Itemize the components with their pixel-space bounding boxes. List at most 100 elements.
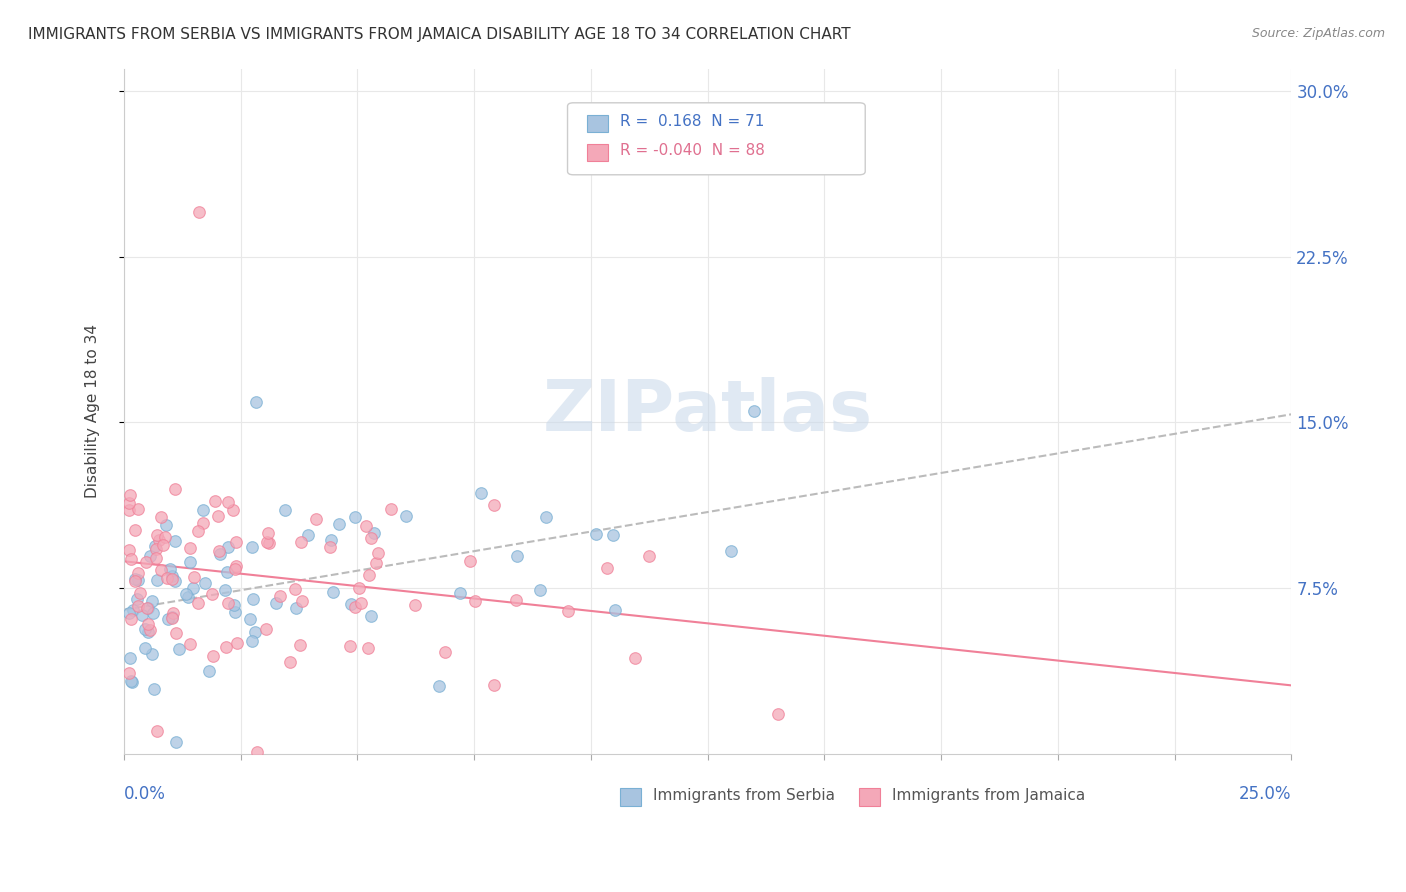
Point xyxy=(146,573,169,587)
Point xyxy=(217,495,239,509)
Point xyxy=(284,582,307,596)
Point xyxy=(367,546,389,560)
Point xyxy=(359,568,381,582)
Point xyxy=(603,603,626,617)
Point xyxy=(344,509,367,524)
Point xyxy=(155,518,177,533)
Point xyxy=(322,584,344,599)
Point xyxy=(226,636,249,650)
Point xyxy=(239,611,262,625)
Point xyxy=(766,706,789,721)
Point xyxy=(117,503,139,517)
Point xyxy=(159,562,181,576)
Point xyxy=(118,606,141,620)
Point xyxy=(183,570,205,584)
Point xyxy=(269,589,291,603)
Point xyxy=(145,541,167,556)
Point xyxy=(464,594,486,608)
Point xyxy=(162,606,184,620)
Point xyxy=(638,549,661,563)
Point xyxy=(138,617,160,632)
Text: Source: ZipAtlas.com: Source: ZipAtlas.com xyxy=(1251,27,1385,40)
FancyBboxPatch shape xyxy=(568,103,865,175)
Point xyxy=(224,562,246,576)
Point xyxy=(179,636,201,650)
Point xyxy=(134,622,156,636)
Point xyxy=(240,634,263,648)
Point xyxy=(127,566,149,580)
Point xyxy=(357,640,380,655)
Point xyxy=(152,537,174,551)
Point xyxy=(264,596,287,610)
Point xyxy=(136,601,159,615)
Point xyxy=(222,598,245,612)
Point xyxy=(136,601,159,615)
Point xyxy=(198,664,221,678)
Point xyxy=(274,503,297,517)
Point xyxy=(181,581,204,595)
Point xyxy=(201,648,224,663)
Point xyxy=(339,640,361,654)
Point xyxy=(120,612,142,626)
Point xyxy=(117,543,139,558)
Point xyxy=(117,665,139,680)
Point xyxy=(214,640,236,654)
FancyBboxPatch shape xyxy=(588,144,609,161)
Point xyxy=(136,624,159,639)
Point xyxy=(256,526,278,541)
Text: IMMIGRANTS FROM SERBIA VS IMMIGRANTS FROM JAMAICA DISABILITY AGE 18 TO 34 CORREL: IMMIGRANTS FROM SERBIA VS IMMIGRANTS FRO… xyxy=(28,27,851,42)
Point xyxy=(139,549,162,563)
Point xyxy=(121,674,143,689)
Point xyxy=(122,603,145,617)
Point xyxy=(117,496,139,510)
Point xyxy=(245,395,267,409)
FancyBboxPatch shape xyxy=(588,115,609,132)
Point xyxy=(204,494,226,508)
Point xyxy=(148,533,170,547)
FancyBboxPatch shape xyxy=(620,789,641,805)
Point xyxy=(360,608,382,623)
Text: 0.0%: 0.0% xyxy=(124,785,166,803)
Point xyxy=(240,540,263,554)
Point xyxy=(128,586,150,600)
Point xyxy=(177,591,200,605)
Point xyxy=(143,681,166,696)
Point xyxy=(366,556,388,570)
Point xyxy=(246,745,269,759)
Point xyxy=(162,610,184,624)
Point xyxy=(165,625,187,640)
Point xyxy=(363,526,385,541)
Point xyxy=(347,581,370,595)
Point xyxy=(321,533,343,548)
Point xyxy=(187,596,209,610)
Point xyxy=(141,647,163,661)
Point xyxy=(127,574,149,588)
Point xyxy=(143,540,166,554)
Point xyxy=(187,205,209,219)
Point xyxy=(380,502,402,516)
Point xyxy=(458,554,481,568)
Point xyxy=(506,549,529,563)
Point xyxy=(602,528,624,542)
Point xyxy=(328,517,350,532)
Point xyxy=(225,559,247,574)
Point xyxy=(257,536,280,550)
Point xyxy=(124,572,146,586)
Point xyxy=(124,523,146,537)
Point xyxy=(404,599,426,613)
Point xyxy=(242,591,264,606)
Point xyxy=(344,600,367,615)
FancyBboxPatch shape xyxy=(859,789,880,805)
Point xyxy=(157,612,180,626)
Point xyxy=(217,596,239,610)
Point xyxy=(224,605,246,619)
Point xyxy=(145,550,167,565)
Point xyxy=(395,508,418,523)
Point xyxy=(118,488,141,502)
Point xyxy=(174,587,197,601)
Point xyxy=(156,571,179,585)
Point xyxy=(256,534,278,549)
Point xyxy=(305,511,328,525)
Point xyxy=(187,524,209,539)
Point xyxy=(215,565,238,579)
